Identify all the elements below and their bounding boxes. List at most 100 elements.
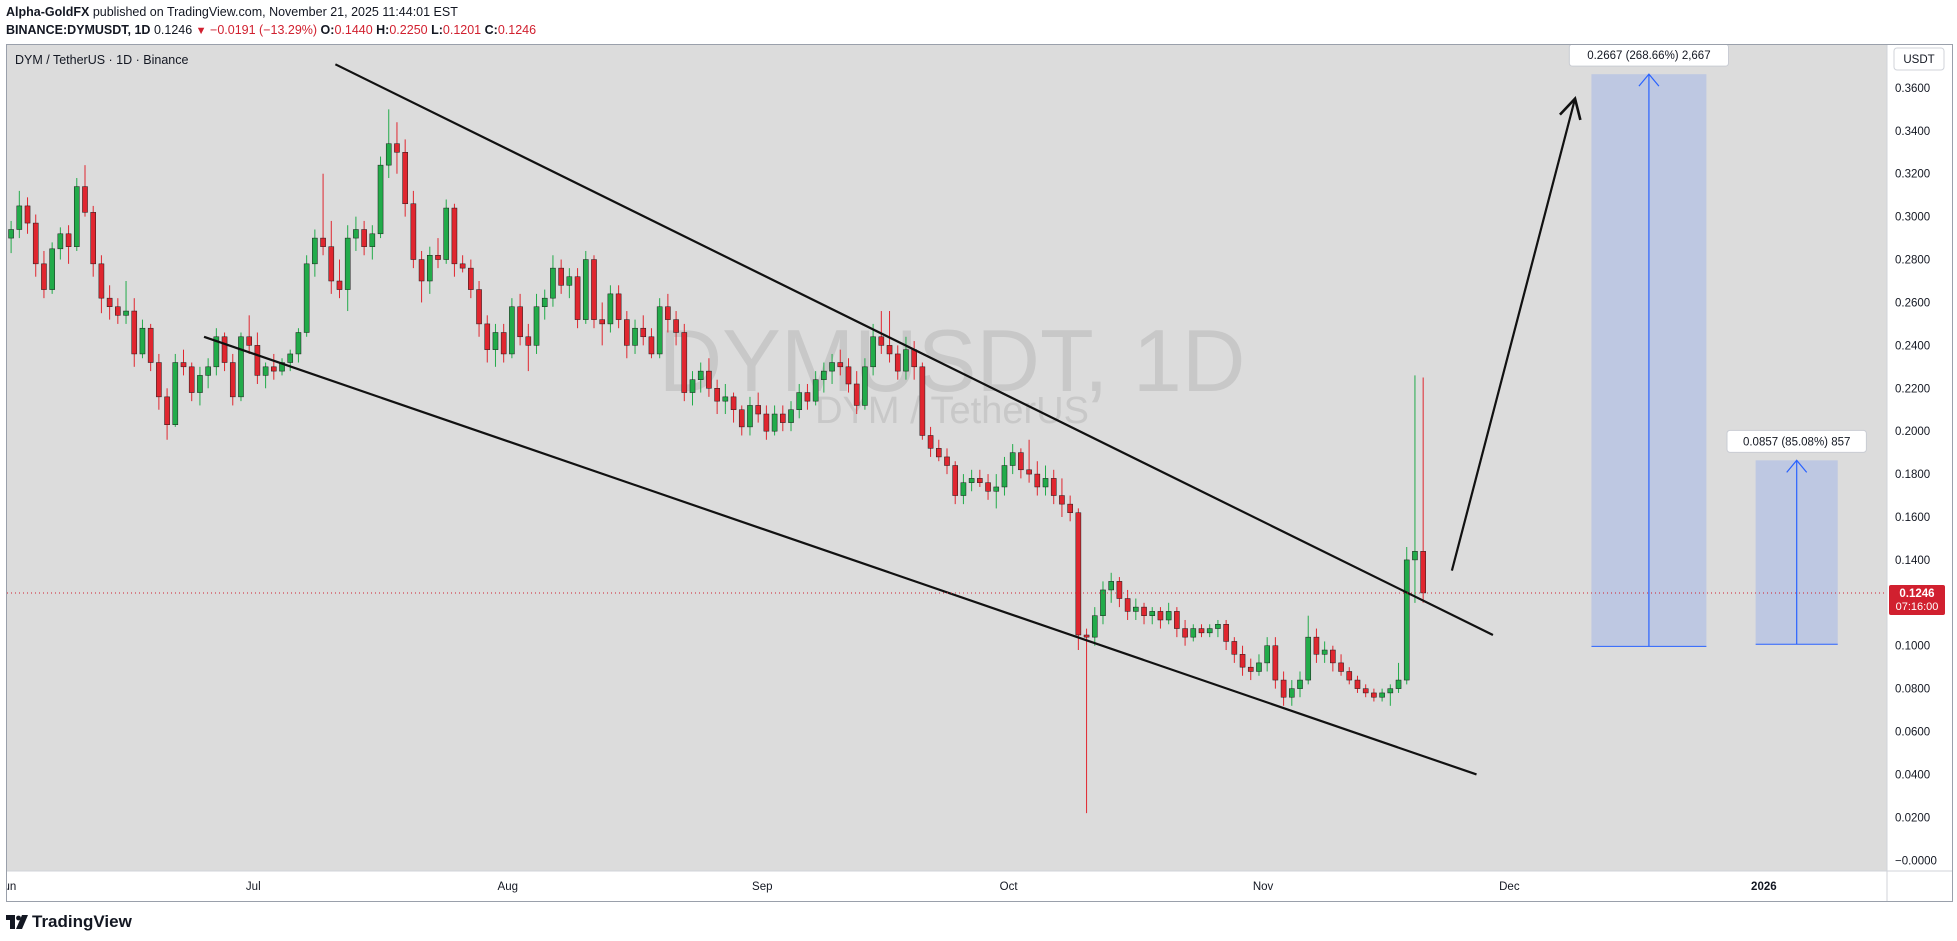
candle-body: [1256, 662, 1262, 672]
candle-body: [262, 366, 269, 376]
candle-body: [1264, 645, 1270, 664]
candle-body: [738, 409, 745, 428]
candle-body: [878, 336, 885, 346]
tradingview-logo[interactable]: TradingView: [6, 912, 132, 932]
candle-body: [1190, 628, 1197, 638]
price-tick-label: 0.0800: [1895, 684, 1930, 696]
month-tick-label: Jun: [7, 881, 16, 893]
candle-body: [443, 207, 450, 260]
candle-body: [919, 366, 926, 436]
candle-body: [369, 233, 376, 247]
channel-lower: [203, 335, 1477, 776]
candle-body: [1059, 495, 1065, 505]
candle-body: [385, 143, 392, 166]
candle-body: [156, 362, 162, 398]
candle-body: [1174, 611, 1180, 629]
candle-body: [1272, 645, 1279, 681]
candle-body: [599, 319, 605, 325]
price-tick-label: 0.3200: [1895, 169, 1930, 181]
watermark-symbol: DYMUSDT, 1D: [659, 311, 1246, 410]
candle-body: [435, 255, 441, 260]
candle-body: [1395, 679, 1402, 689]
month-tick-label: Aug: [498, 881, 518, 893]
candle-body: [1165, 611, 1172, 621]
candle-body: [804, 392, 811, 402]
price-axis[interactable]: 0.3600 0.3400 0.3200 0.3000 0.2800 0.2600 0.24…: [1886, 45, 1937, 901]
down-triangle-icon: ▼: [195, 25, 207, 37]
candle-body: [402, 152, 408, 205]
candle-body: [1141, 606, 1147, 616]
candle-body: [90, 212, 96, 265]
candle-body: [1198, 628, 1205, 634]
candle-body: [862, 366, 868, 406]
candle-body: [837, 362, 844, 368]
price-tick-label: 0.1400: [1895, 555, 1930, 567]
candle-body: [213, 336, 220, 368]
candle-body: [16, 205, 23, 230]
candle-body: [1067, 503, 1073, 513]
candle-body: [1338, 662, 1344, 672]
candle-body: [1379, 692, 1385, 698]
candle-body: [1034, 473, 1041, 488]
currency-button[interactable]: USDT: [1893, 47, 1945, 71]
candle-body: [927, 435, 934, 449]
candle-body: [188, 366, 195, 393]
price-tick-label: 0.1800: [1895, 469, 1930, 481]
chart-frame[interactable]: DYMUSDT, 1D DYM / TetherUS DYM / TetherU…: [6, 44, 1953, 902]
candle-body: [730, 396, 737, 410]
candle-body: [8, 229, 14, 239]
candle-body: [845, 366, 852, 385]
candles-layer: [8, 109, 1426, 814]
candle-body: [123, 310, 129, 316]
candle-body: [82, 186, 88, 213]
price-tick-label: 0.0600: [1895, 727, 1930, 739]
symbol-label: BINANCE:DYMUSDT, 1D: [6, 23, 151, 37]
close-value: 0.1246: [497, 23, 537, 37]
published-text: published on TradingView.com, November 2…: [92, 5, 458, 19]
price-tag-value: 0.1246: [1899, 588, 1934, 600]
candle-body: [714, 388, 720, 402]
candle-body: [1206, 628, 1213, 634]
candle-body: [1182, 628, 1188, 638]
candle-body: [1231, 641, 1238, 655]
candle-body: [582, 259, 589, 320]
candle-body: [1215, 624, 1221, 629]
price-tick-label: 0.2400: [1895, 340, 1930, 352]
month-tick-label: 2026: [1751, 881, 1777, 893]
price-tag-countdown: 07:16:00: [1896, 601, 1939, 613]
candle-body: [73, 186, 80, 247]
candle-body: [344, 237, 351, 290]
candle-body: [1083, 634, 1090, 638]
price-tag-bg: [1889, 584, 1945, 615]
candle-body: [533, 306, 540, 346]
time-axis[interactable]: Jun Jul Aug Sep Oct Nov Dec 2026: [7, 870, 1952, 893]
channel-upper: [334, 63, 1494, 636]
candle-body: [706, 370, 712, 389]
candle-body: [98, 263, 105, 299]
chart-canvas[interactable]: DYMUSDT, 1D DYM / TetherUS DYM / TetherU…: [7, 45, 1952, 901]
candle-body: [673, 319, 679, 333]
candle-body: [1362, 688, 1369, 694]
candle-body: [394, 143, 400, 153]
target-2-label: 0.0857 (85.08%) 857: [1743, 436, 1850, 448]
candle-body: [500, 332, 507, 355]
candle-body: [558, 267, 564, 286]
candle-body: [1091, 615, 1098, 638]
candle-body: [418, 259, 425, 282]
candle-body: [574, 276, 581, 320]
month-tick-label: Oct: [1000, 881, 1019, 893]
candle-body: [640, 327, 647, 338]
candle-body: [656, 306, 663, 355]
candle-body: [1108, 581, 1114, 591]
candle-body: [287, 353, 294, 363]
candle-body: [607, 293, 614, 325]
candle-body: [1346, 671, 1353, 681]
candle-body: [1403, 559, 1410, 681]
currency-button-bg[interactable]: [1893, 47, 1945, 71]
author-name[interactable]: Alpha-GoldFX: [6, 5, 90, 19]
candle-body: [131, 310, 138, 355]
price-change: −0.0191 (−13.29%): [210, 23, 318, 37]
targets-layer: 0.2667 (268.66%) 2,667 0.0857 (85.08%) 85…: [1568, 45, 1867, 647]
candle-body: [788, 409, 794, 423]
candle-body: [1157, 611, 1164, 621]
